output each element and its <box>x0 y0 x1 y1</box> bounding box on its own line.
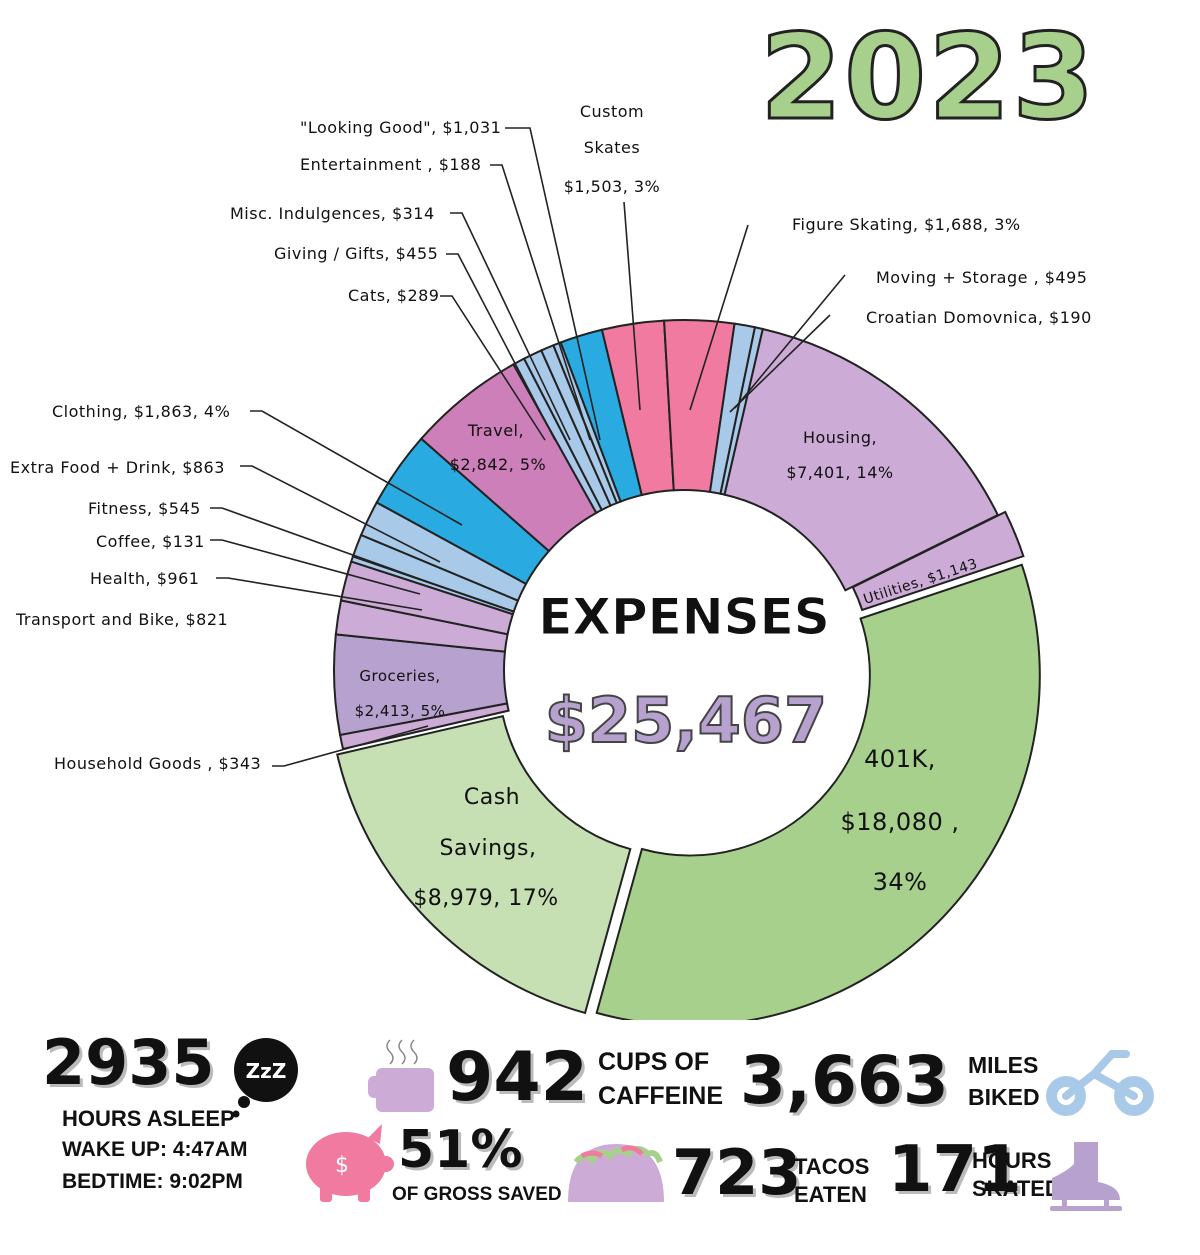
slice-utilities <box>851 510 1025 612</box>
label-giving: Giving / Gifts, $455 <box>274 244 438 263</box>
leader-entertainment <box>490 164 591 441</box>
center-title: EXPENSES <box>538 588 830 646</box>
skated-label-1: HOURS <box>972 1148 1052 1173</box>
leader-extra-food <box>240 465 441 563</box>
coffee-cup-icon <box>368 1036 444 1120</box>
saved-value: 51% <box>398 1120 523 1180</box>
label-housing-1: Housing, <box>803 428 877 447</box>
piggy-bank-icon: $ <box>298 1120 396 1208</box>
leader-croatian <box>729 314 831 413</box>
speech-bubble-icon: ZzZ <box>232 1038 302 1122</box>
label-coffee: Coffee, $131 <box>96 532 205 551</box>
caffeine-value: 942 <box>446 1038 588 1117</box>
label-transport: Transport and Bike, $821 <box>15 610 228 629</box>
skated-value: 171 <box>888 1133 1022 1207</box>
label-cats: Cats, $289 <box>348 286 439 305</box>
leader-fitness <box>210 507 429 583</box>
label-travel-2: $2,842, 5% <box>450 455 547 474</box>
label-entertainment: Entertainment , $188 <box>300 155 481 174</box>
label-extra-food: Extra Food + Drink, $863 <box>10 458 225 477</box>
label-401k-3: 34% <box>873 868 928 896</box>
leader-custom <box>623 201 641 411</box>
tacos-label-2: EATEN <box>794 1182 867 1207</box>
label-groceries-2: $2,413, 5% <box>355 702 446 720</box>
wake-time: WAKE UP: 4:47AM <box>62 1138 248 1161</box>
sleep-label: HOURS ASLEEP <box>62 1106 235 1131</box>
leader-household <box>272 725 429 767</box>
miles-label-2: BIKED <box>968 1084 1040 1110</box>
caffeine-label-1: CUPS OF <box>598 1048 710 1076</box>
leader-looking-good <box>505 127 601 441</box>
label-cash-3: $8,979, 17% <box>413 886 558 911</box>
leader-moving <box>734 274 846 409</box>
label-cash-2: Savings, <box>440 836 537 861</box>
tacos-label-1: TACOS <box>794 1154 870 1179</box>
bicycle-icon <box>1042 1046 1158 1124</box>
label-housing-2: $7,401, 14% <box>786 463 893 482</box>
label-household: Household Goods , $343 <box>54 754 261 773</box>
saved-label: OF GROSS SAVED <box>392 1184 562 1205</box>
label-fitness: Fitness, $545 <box>88 499 201 518</box>
label-custom-3: $1,503, 3% <box>564 177 661 196</box>
slice-housing <box>723 327 1000 592</box>
leader-giving <box>446 253 556 441</box>
zzz-text: ZzZ <box>246 1059 287 1083</box>
bed-time: BEDTIME: 9:02PM <box>62 1170 243 1193</box>
ice-skate-icon <box>1044 1138 1124 1222</box>
label-moving: Moving + Storage , $495 <box>876 268 1087 287</box>
miles-value: 3,663 <box>740 1042 949 1119</box>
label-figure-skating: Figure Skating, $1,688, 3% <box>792 215 1021 234</box>
label-custom-1: Custom <box>580 102 644 121</box>
label-custom-2: Skates <box>584 138 640 157</box>
slice-401k <box>595 563 1041 1020</box>
label-groceries-1: Groceries, <box>359 667 440 685</box>
leader-lines <box>210 127 846 767</box>
label-health: Health, $961 <box>90 569 199 588</box>
chart-labels: "Looking Good", $1,031 Entertainment , $… <box>10 102 1092 911</box>
label-croatian: Croatian Domovnica, $190 <box>866 308 1092 327</box>
taco-icon <box>562 1132 670 1216</box>
label-cash-1: Cash <box>464 785 520 810</box>
year-text: 2023 <box>758 8 1097 146</box>
svg-text:$: $ <box>335 1153 349 1178</box>
leader-health <box>216 577 423 611</box>
leader-clothing <box>250 410 463 526</box>
leader-misc <box>450 212 571 441</box>
leader-cats <box>440 295 546 441</box>
slice-croatian-domovnica <box>719 326 764 496</box>
center-value: $25,467 <box>545 684 827 757</box>
leader-coffee <box>210 539 421 595</box>
label-401k-1: 401K, <box>864 745 936 773</box>
label-misc: Misc. Indulgences, $314 <box>230 204 435 223</box>
stats-panel: 2935 ZzZ HOURS ASLEEP WAKE UP: 4:47AM BE… <box>0 1020 1200 1255</box>
label-looking-good: "Looking Good", $1,031 <box>300 118 501 137</box>
skated-label-2: SKATED <box>972 1176 1061 1201</box>
leader-figure <box>689 224 749 411</box>
caffeine-label-2: CAFFEINE <box>598 1082 723 1110</box>
expenses-donut-chart: "Looking Good", $1,031 Entertainment , $… <box>10 102 1092 1020</box>
slice-cash-savings <box>336 714 632 1015</box>
label-travel-1: Travel, <box>467 421 524 440</box>
label-401k-2: $18,080 , <box>840 808 959 836</box>
miles-label-1: MILES <box>968 1052 1039 1078</box>
tacos-value: 723 <box>672 1136 802 1209</box>
label-clothing: Clothing, $1,863, 4% <box>52 402 230 421</box>
year-title: 2023 <box>758 17 1096 138</box>
sleep-value: 2935 <box>42 1026 215 1099</box>
